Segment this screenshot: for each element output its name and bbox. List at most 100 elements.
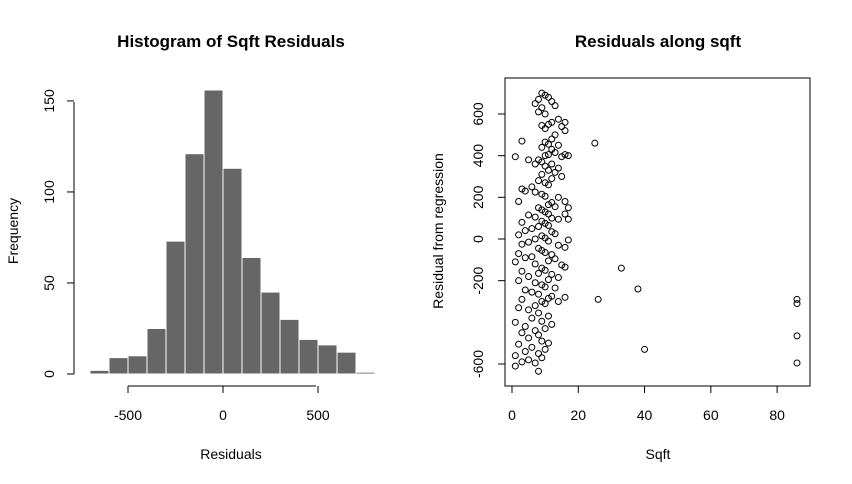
scatter-point: [551, 168, 559, 176]
scatter-point: [544, 140, 552, 148]
scatter-point: [531, 279, 539, 287]
scatter-point: [554, 241, 562, 249]
scatter-point: [548, 270, 556, 278]
scatter-point: [561, 243, 569, 251]
scatter-point: [521, 286, 529, 294]
scatter-x-label: Sqft: [646, 446, 671, 462]
scatter-point: [535, 177, 543, 185]
scatter-point: [518, 218, 526, 226]
scatter-point: [515, 250, 523, 258]
scatter-x-tick-label: 0: [508, 407, 516, 423]
scatter-point: [535, 290, 543, 298]
scatter-point: [535, 331, 543, 339]
scatter-plot-box: [504, 77, 811, 387]
scatter-x-tick-label: 80: [769, 407, 785, 423]
scatter-point: [634, 285, 642, 293]
scatter-point: [561, 198, 569, 205]
scatter-point: [554, 298, 562, 305]
scatter-point: [531, 213, 539, 221]
scatter-point: [518, 267, 526, 275]
scatter-point: [548, 214, 556, 222]
scatter-point: [538, 354, 546, 362]
scatter-point: [544, 210, 552, 218]
scatter-point: [511, 362, 519, 370]
scatter-point: [521, 323, 529, 330]
scatter-point: [544, 312, 552, 320]
scatter-point: [535, 95, 543, 103]
histogram-x-tick-label: 500: [306, 407, 330, 423]
scatter-point: [558, 123, 566, 130]
scatter-point: [551, 255, 559, 263]
scatter-point: [518, 240, 526, 248]
scatter-y-tick-label: -200: [470, 266, 486, 294]
histogram-bar: [165, 240, 186, 375]
scatter-point: [541, 162, 549, 170]
scatter-point: [531, 359, 539, 367]
scatter-x-ticks: 0 20 40 60 80: [508, 386, 785, 423]
scatter-y-tick-label: 200: [470, 185, 486, 209]
histogram-y-tick-label: 100: [41, 180, 57, 204]
scatter-point: [544, 339, 552, 347]
scatter-point: [544, 276, 552, 284]
scatter-points: [511, 89, 801, 375]
scatter-point: [525, 306, 533, 314]
scatter-point: [551, 203, 559, 211]
scatter-point: [521, 227, 529, 235]
scatter-point: [535, 223, 543, 230]
scatter-point: [554, 274, 562, 282]
scatter-point: [525, 334, 533, 342]
scatter-point: [551, 230, 559, 238]
scatter-point: [544, 201, 552, 209]
scatter-point: [538, 104, 546, 112]
scatter-y-tick-label: 600: [470, 102, 486, 126]
scatter-point: [528, 343, 536, 351]
scatter-point: [521, 254, 529, 262]
scatter-point: [535, 367, 543, 375]
scatter-point: [531, 188, 539, 196]
scatter-point: [561, 210, 569, 218]
histogram-x-label: Residuals: [200, 446, 261, 462]
scatter-point: [535, 108, 543, 116]
scatter-point: [515, 304, 523, 312]
scatter-point: [521, 348, 529, 355]
scatter-point: [515, 340, 523, 348]
scatter-point: [528, 253, 536, 261]
scatter-point: [564, 236, 572, 244]
scatter-title: Residuals along sqft: [575, 32, 742, 51]
scatter-point: [548, 175, 556, 183]
scatter-point: [541, 110, 549, 118]
histogram-bar: [336, 351, 357, 375]
scatter-point: [793, 295, 801, 303]
scatter-y-tick-label: 0: [470, 235, 486, 243]
histogram-bar: [127, 355, 148, 375]
scatter-point: [518, 137, 526, 145]
scatter-point: [544, 221, 552, 229]
scatter-point: [515, 231, 523, 239]
scatter-point: [541, 152, 549, 160]
scatter-point: [531, 160, 539, 168]
scatter-point: [528, 314, 536, 322]
scatter-y-tick-label: 400: [470, 144, 486, 168]
scatter-point: [617, 264, 625, 272]
histogram-x-ticks: -500 0 500: [114, 386, 330, 423]
histogram-y-label: Frequency: [5, 198, 21, 264]
scatter-point: [554, 164, 562, 172]
scatter-point: [561, 293, 569, 301]
histogram-y-ticks: 0 50 100 150: [41, 89, 74, 378]
histogram-bar: [222, 167, 243, 375]
scatter-point: [561, 118, 569, 126]
histogram-x-tick-label: 0: [219, 407, 227, 423]
histogram-y-tick-label: 50: [41, 275, 57, 291]
histogram-bar: [355, 371, 376, 375]
scatter-point: [541, 125, 549, 133]
scatter-point: [538, 158, 546, 166]
histogram-bar: [146, 327, 167, 375]
scatter-point: [561, 151, 569, 159]
histogram-bar: [184, 153, 205, 375]
histogram-bar: [241, 256, 262, 375]
scatter-point: [544, 166, 552, 174]
scatter-y-label: Residual from regression: [430, 153, 446, 309]
scatter-point: [535, 269, 543, 277]
histogram-bar: [108, 357, 129, 375]
scatter-point: [564, 152, 572, 160]
